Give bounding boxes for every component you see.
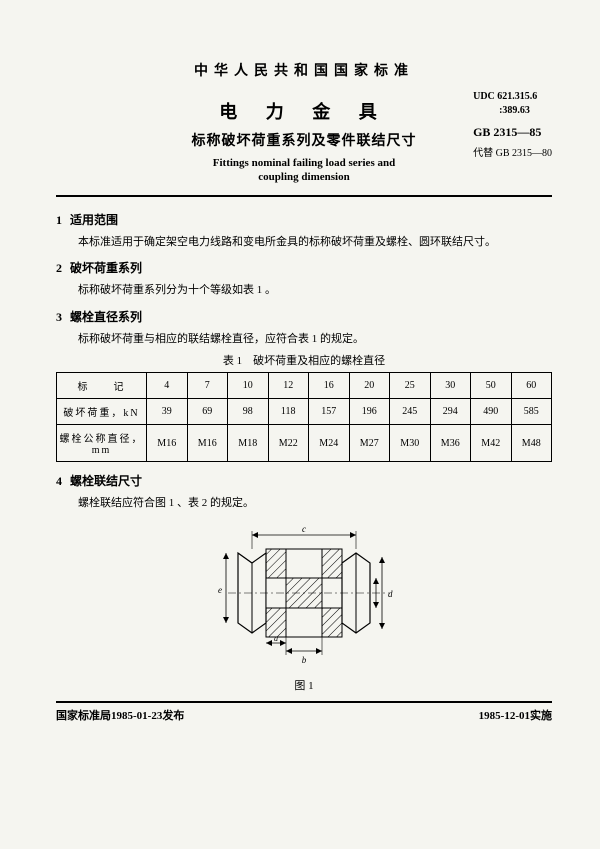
cell: M16: [147, 425, 188, 462]
cell: M48: [511, 425, 552, 462]
cell: 294: [430, 399, 471, 425]
bolt-diagram: c e: [204, 523, 404, 673]
cell: 7: [187, 373, 228, 399]
section-1-head: 1 适用范围: [56, 211, 552, 228]
rowhead-dia: 螺栓公称直径，mm: [57, 425, 147, 462]
cell: 245: [390, 399, 431, 425]
header-rule: [56, 195, 552, 197]
cell: 4: [147, 373, 188, 399]
cell: 12: [268, 373, 309, 399]
footer-rule: [56, 701, 552, 703]
table-1-caption: 表 1 破坏荷重及相应的螺栓直径: [56, 352, 552, 368]
rowhead-load: 破坏荷重，kN: [57, 399, 147, 425]
section-2-body: 标称破坏荷重系列分为十个等级如表 1 。: [56, 282, 552, 300]
section-4-body: 螺栓联结应符合图 1 、表 2 的规定。: [56, 495, 552, 513]
section-4-num: 4: [56, 474, 62, 488]
udc-line2: :389.63: [473, 105, 530, 116]
footer-left: 国家标准局1985-01-23发布: [56, 707, 184, 723]
cell: 490: [471, 399, 512, 425]
section-3-title: 螺栓直径系列: [70, 310, 142, 324]
cell: 196: [349, 399, 390, 425]
section-3-head: 3 螺栓直径系列: [56, 308, 552, 325]
cell: M42: [471, 425, 512, 462]
figure-1: c e: [56, 523, 552, 693]
table-row: 破坏荷重，kN 39 69 98 118 157 196 245 294 490…: [57, 399, 552, 425]
section-1-body: 本标准适用于确定架空电力线路和变电所金具的标称破坏荷重及螺栓、圆环联结尺寸。: [56, 234, 552, 252]
cell: 10: [228, 373, 269, 399]
cell: 157: [309, 399, 350, 425]
table-row: 标 记 4 7 10 12 16 20 25 30 50 60: [57, 373, 552, 399]
udc-line1: UDC 621.315.6: [473, 91, 537, 102]
section-2-title: 破坏荷重系列: [70, 261, 142, 275]
cell: 585: [511, 399, 552, 425]
svg-text:c: c: [302, 524, 306, 534]
udc-code: UDC 621.315.6 :389.63: [473, 90, 552, 118]
cell: 25: [390, 373, 431, 399]
cell: M30: [390, 425, 431, 462]
cell: M16: [187, 425, 228, 462]
svg-text:a: a: [274, 634, 278, 643]
table-row: 螺栓公称直径，mm M16 M16 M18 M22 M24 M27 M30 M3…: [57, 425, 552, 462]
cell: M27: [349, 425, 390, 462]
section-1-title: 适用范围: [70, 213, 118, 227]
cell: 98: [228, 399, 269, 425]
title-en-2: coupling dimension: [56, 170, 552, 184]
svg-text:d: d: [388, 589, 393, 599]
gb-code: GB 2315—85: [473, 124, 552, 141]
cell: 60: [511, 373, 552, 399]
section-4-head: 4 螺栓联结尺寸: [56, 472, 552, 489]
svg-text:b: b: [302, 655, 307, 665]
section-2-head: 2 破坏荷重系列: [56, 259, 552, 276]
cell: 50: [471, 373, 512, 399]
page: 中华人民共和国国家标准 电 力 金 具 标称破坏荷重系列及零件联结尺寸 Fitt…: [0, 0, 600, 849]
section-4-title: 螺栓联结尺寸: [70, 474, 142, 488]
cell: 30: [430, 373, 471, 399]
rowhead-mark: 标 记: [57, 373, 147, 399]
cell: 69: [187, 399, 228, 425]
cell: M22: [268, 425, 309, 462]
svg-text:e: e: [218, 585, 222, 595]
section-3-num: 3: [56, 310, 62, 324]
cell: M24: [309, 425, 350, 462]
replace-code: 代替 GB 2315—80: [473, 147, 552, 161]
cell: M36: [430, 425, 471, 462]
cell: 39: [147, 399, 188, 425]
figure-1-caption: 图 1: [56, 677, 552, 693]
section-1-num: 1: [56, 213, 62, 227]
footer-right: 1985-12-01实施: [479, 707, 552, 723]
cell: 16: [309, 373, 350, 399]
cell: 20: [349, 373, 390, 399]
footer: 国家标准局1985-01-23发布 1985-12-01实施: [56, 707, 552, 723]
header-block: 电 力 金 具 标称破坏荷重系列及零件联结尺寸 Fittings nominal…: [56, 98, 552, 185]
table-1: 标 记 4 7 10 12 16 20 25 30 50 60 破坏荷重，kN …: [56, 372, 552, 462]
section-3-body: 标称破坏荷重与相应的联结螺栓直径，应符合表 1 的规定。: [56, 331, 552, 349]
header-right: UDC 621.315.6 :389.63 GB 2315—85 代替 GB 2…: [473, 90, 552, 161]
cell: M18: [228, 425, 269, 462]
section-2-num: 2: [56, 261, 62, 275]
cell: 118: [268, 399, 309, 425]
country-label: 中华人民共和国国家标准: [56, 60, 552, 80]
